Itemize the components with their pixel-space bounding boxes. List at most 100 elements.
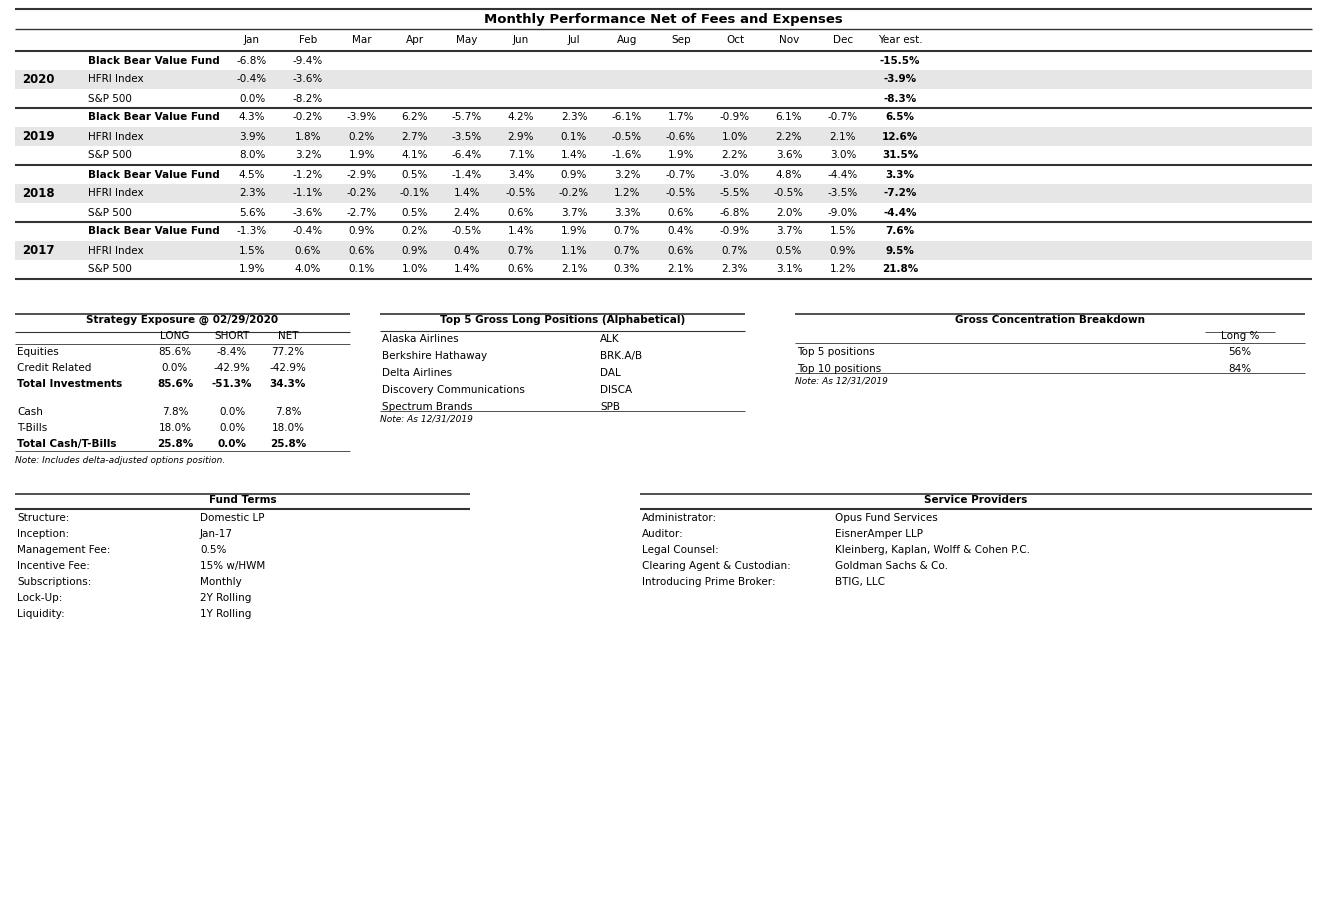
Text: 0.6%: 0.6% (508, 265, 535, 275)
Text: 6.2%: 6.2% (402, 113, 429, 123)
Text: 0.0%: 0.0% (219, 407, 245, 417)
Text: 6.5%: 6.5% (885, 113, 914, 123)
Text: -2.7%: -2.7% (346, 207, 377, 217)
Text: Year est.: Year est. (877, 35, 922, 45)
Text: 3.2%: 3.2% (614, 169, 640, 179)
Text: Oct: Oct (726, 35, 744, 45)
Text: 1.7%: 1.7% (667, 113, 694, 123)
Text: Delta Airlines: Delta Airlines (382, 368, 453, 378)
Text: 3.3%: 3.3% (614, 207, 640, 217)
Text: 2019: 2019 (21, 130, 54, 143)
Text: 0.6%: 0.6% (295, 245, 321, 255)
Text: 0.9%: 0.9% (402, 245, 429, 255)
Text: Management Fee:: Management Fee: (17, 545, 110, 555)
Text: Black Bear Value Fund: Black Bear Value Fund (88, 169, 220, 179)
Text: Total Investments: Total Investments (17, 379, 122, 389)
Text: Cash: Cash (17, 407, 42, 417)
Text: -4.4%: -4.4% (828, 169, 859, 179)
Text: -5.7%: -5.7% (453, 113, 482, 123)
Text: -0.5%: -0.5% (506, 188, 536, 198)
Text: -0.1%: -0.1% (399, 188, 430, 198)
Text: Strategy Exposure @ 02/29/2020: Strategy Exposure @ 02/29/2020 (86, 315, 279, 325)
Text: 1.1%: 1.1% (561, 245, 588, 255)
Text: 1Y Rolling: 1Y Rolling (200, 609, 251, 619)
Text: Top 5 Gross Long Positions (Alphabetical): Top 5 Gross Long Positions (Alphabetical… (439, 315, 685, 325)
Text: S&P 500: S&P 500 (88, 207, 131, 217)
Text: 0.6%: 0.6% (349, 245, 376, 255)
Text: Feb: Feb (299, 35, 317, 45)
Text: -6.8%: -6.8% (719, 207, 750, 217)
Text: Aug: Aug (617, 35, 637, 45)
Text: 3.0%: 3.0% (829, 151, 856, 161)
Text: Clearing Agent & Custodian:: Clearing Agent & Custodian: (642, 561, 791, 571)
Text: 7.6%: 7.6% (885, 226, 914, 236)
Text: 0.7%: 0.7% (508, 245, 535, 255)
Text: Dec: Dec (833, 35, 853, 45)
Text: Jun: Jun (512, 35, 529, 45)
Text: 1.4%: 1.4% (454, 265, 480, 275)
Text: 0.0%: 0.0% (219, 423, 245, 433)
Text: Incentive Fee:: Incentive Fee: (17, 561, 90, 571)
Text: Legal Counsel:: Legal Counsel: (642, 545, 719, 555)
Text: -0.5%: -0.5% (666, 188, 697, 198)
Text: -2.9%: -2.9% (346, 169, 377, 179)
Text: 85.6%: 85.6% (158, 347, 191, 357)
Text: 1.2%: 1.2% (829, 265, 856, 275)
Text: 4.1%: 4.1% (402, 151, 429, 161)
Text: BRK.A/B: BRK.A/B (600, 351, 642, 361)
Text: -0.9%: -0.9% (721, 226, 750, 236)
Text: 0.9%: 0.9% (561, 169, 587, 179)
Text: 0.6%: 0.6% (667, 207, 694, 217)
Text: 4.0%: 4.0% (295, 265, 321, 275)
Text: 1.2%: 1.2% (614, 188, 640, 198)
Text: -3.6%: -3.6% (293, 207, 324, 217)
Text: S&P 500: S&P 500 (88, 151, 131, 161)
Text: -6.4%: -6.4% (453, 151, 482, 161)
Text: Inception:: Inception: (17, 529, 69, 539)
Text: 1.4%: 1.4% (508, 226, 535, 236)
Text: 3.2%: 3.2% (295, 151, 321, 161)
Text: Nov: Nov (779, 35, 799, 45)
Text: 2.3%: 2.3% (722, 265, 748, 275)
Text: 2018: 2018 (21, 187, 54, 200)
Text: Note: As 12/31/2019: Note: As 12/31/2019 (795, 377, 888, 386)
Text: LONG: LONG (161, 331, 190, 341)
Text: Black Bear Value Fund: Black Bear Value Fund (88, 113, 220, 123)
Text: 0.7%: 0.7% (614, 245, 640, 255)
Text: -1.4%: -1.4% (453, 169, 482, 179)
Text: 2.4%: 2.4% (454, 207, 480, 217)
Text: -8.3%: -8.3% (884, 94, 917, 104)
Text: Liquidity:: Liquidity: (17, 609, 65, 619)
Text: 4.3%: 4.3% (239, 113, 265, 123)
Text: 0.5%: 0.5% (776, 245, 803, 255)
Text: Jan: Jan (244, 35, 260, 45)
Text: -9.4%: -9.4% (293, 55, 324, 65)
Text: 0.3%: 0.3% (614, 265, 640, 275)
Text: -0.7%: -0.7% (828, 113, 859, 123)
Text: 2Y Rolling: 2Y Rolling (200, 593, 251, 603)
Text: Gross Concentration Breakdown: Gross Concentration Breakdown (955, 315, 1145, 325)
Text: 15% w/HWM: 15% w/HWM (200, 561, 265, 571)
Text: 0.6%: 0.6% (508, 207, 535, 217)
Text: 2020: 2020 (21, 73, 54, 86)
Text: HFRI Index: HFRI Index (88, 188, 143, 198)
Text: 7.1%: 7.1% (508, 151, 535, 161)
Text: 4.2%: 4.2% (508, 113, 535, 123)
Text: Apr: Apr (406, 35, 425, 45)
Text: 0.6%: 0.6% (667, 245, 694, 255)
Text: 3.9%: 3.9% (239, 132, 265, 142)
Text: S&P 500: S&P 500 (88, 265, 131, 275)
Text: -9.0%: -9.0% (828, 207, 859, 217)
Text: 0.5%: 0.5% (200, 545, 227, 555)
Text: Credit Related: Credit Related (17, 363, 92, 373)
Text: -3.5%: -3.5% (828, 188, 859, 198)
Text: 2.1%: 2.1% (829, 132, 856, 142)
Text: Total Cash/T-Bills: Total Cash/T-Bills (17, 439, 117, 449)
Text: 2.2%: 2.2% (722, 151, 748, 161)
Text: 3.7%: 3.7% (561, 207, 588, 217)
Text: 0.9%: 0.9% (829, 245, 856, 255)
Text: -5.5%: -5.5% (719, 188, 750, 198)
Text: 1.5%: 1.5% (829, 226, 856, 236)
Text: Note: Includes delta-adjusted options position.: Note: Includes delta-adjusted options po… (15, 456, 226, 465)
Text: Alaska Airlines: Alaska Airlines (382, 334, 459, 344)
